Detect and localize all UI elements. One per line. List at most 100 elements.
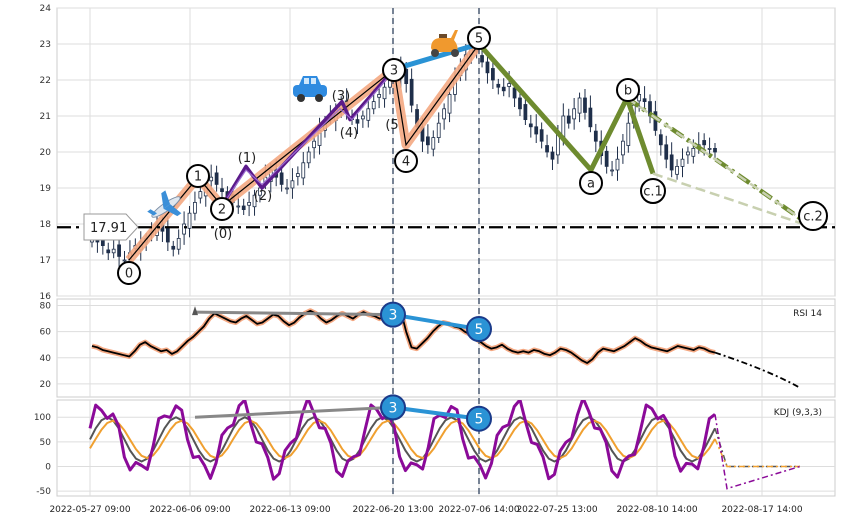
candle-body — [545, 145, 549, 153]
car-wheel — [315, 94, 323, 102]
candle-body — [360, 115, 365, 120]
candle-body — [642, 98, 647, 103]
wave-label: 5 — [475, 32, 483, 47]
projection-alt-2 — [652, 172, 814, 229]
wave-label: (2) — [254, 189, 272, 204]
candle-body — [669, 154, 674, 171]
kdj-wave-marker — [466, 405, 492, 432]
kdj-line-D — [89, 419, 716, 460]
rsi-wave-label: 5 — [475, 322, 484, 338]
wave-label-circle — [467, 26, 491, 50]
candle-body — [182, 223, 186, 235]
candle-body — [534, 126, 539, 135]
candle-body — [295, 173, 300, 177]
wave-label: 0 — [125, 267, 133, 282]
car-wheel — [297, 94, 305, 102]
candle-body — [675, 165, 679, 175]
wave-label: (4) — [340, 126, 358, 141]
airplane-wing — [163, 204, 182, 217]
candle-body — [686, 151, 690, 156]
candle-body — [658, 134, 663, 146]
x-tick-label: 2022-06-20 13:00 — [352, 505, 433, 515]
wave-label-circle — [394, 149, 418, 173]
candle-body — [713, 147, 717, 153]
candle-body — [301, 162, 306, 179]
candle-body — [252, 194, 257, 208]
candle-body — [355, 119, 360, 124]
candle-body — [306, 151, 311, 164]
candle-body — [187, 212, 192, 229]
candle-body — [523, 104, 528, 121]
candle-body — [621, 140, 625, 156]
candle-body — [436, 122, 441, 138]
candle-body — [176, 237, 181, 250]
y-tick-label: 22 — [40, 76, 51, 86]
candle-body — [501, 86, 506, 92]
kdj-line-J — [88, 400, 716, 481]
wave-label-circle — [616, 78, 640, 102]
candle-body — [117, 244, 121, 257]
x-tick-label: 2022-06-06 09:00 — [149, 505, 230, 515]
candle-body — [604, 150, 609, 167]
y-tick-label: 21 — [40, 112, 51, 122]
axes: 2022-05-27 09:00 2022-06-06 09:00 2022-06-… — [34, 4, 803, 515]
candle-body — [442, 108, 447, 120]
candle-body — [583, 97, 587, 113]
scooter-wheel — [451, 49, 459, 57]
y-tick-label: 24 — [40, 4, 52, 14]
kdj-line-K — [89, 416, 716, 463]
candle-body — [236, 205, 241, 208]
rsi-title: RSI 14 — [793, 309, 822, 319]
wave-label-circle — [382, 58, 406, 82]
candle-body — [680, 158, 685, 167]
scooter-icon — [431, 30, 459, 57]
kdj-title: KDJ (9,3,3) — [774, 408, 822, 418]
rsi-link — [392, 312, 480, 332]
airplane-icon — [147, 190, 182, 218]
candle-body — [447, 94, 452, 114]
candle-body — [122, 259, 127, 262]
candle-body — [485, 61, 490, 74]
candle-body — [615, 158, 620, 171]
wave-label: 2 — [218, 203, 226, 218]
y-tick-label: 20 — [40, 380, 52, 390]
y-tick-label: 80 — [40, 302, 52, 312]
y-tick-label: 16 — [40, 292, 52, 302]
rsi-panel — [56, 298, 836, 398]
candle-body — [312, 140, 316, 149]
candle-body — [518, 97, 522, 110]
wave-label-circle — [579, 171, 603, 195]
y-tick-label: 50 — [40, 438, 52, 448]
scooter-wheel — [431, 49, 439, 57]
candle-body — [279, 172, 284, 185]
scooter-body — [431, 30, 458, 52]
x-tick-label: 2022-07-06 14:00 — [438, 505, 519, 515]
candle-body — [404, 68, 409, 84]
candle-body — [480, 55, 484, 63]
candle-body — [285, 187, 289, 190]
candle-body — [193, 201, 197, 214]
y-tick-label: 60 — [40, 328, 52, 338]
wave-label-circle — [186, 164, 210, 188]
y-tick-label: 23 — [40, 40, 51, 50]
rsi-wave-marker — [380, 301, 406, 328]
candle-body — [209, 176, 214, 182]
kdj-divergence — [194, 405, 394, 419]
kdj-forecast-K — [714, 428, 800, 468]
candle-body — [577, 97, 582, 114]
wave-label: c.2 — [803, 210, 823, 225]
wave-label: (1) — [238, 151, 256, 166]
y-tick-label: 100 — [34, 413, 51, 423]
kdj-plot — [88, 400, 801, 490]
x-tick-label: 2022-07-25 13:00 — [516, 505, 597, 515]
wave-label: 1 — [194, 170, 202, 185]
scooter-seat — [439, 34, 447, 38]
candle-body — [171, 245, 176, 250]
candle-body — [241, 205, 246, 210]
airplane-wing — [161, 190, 171, 209]
wave-label: a — [587, 177, 595, 192]
y-tick-label: -50 — [36, 487, 51, 497]
candle-body — [431, 137, 436, 150]
candle-body — [366, 108, 371, 121]
